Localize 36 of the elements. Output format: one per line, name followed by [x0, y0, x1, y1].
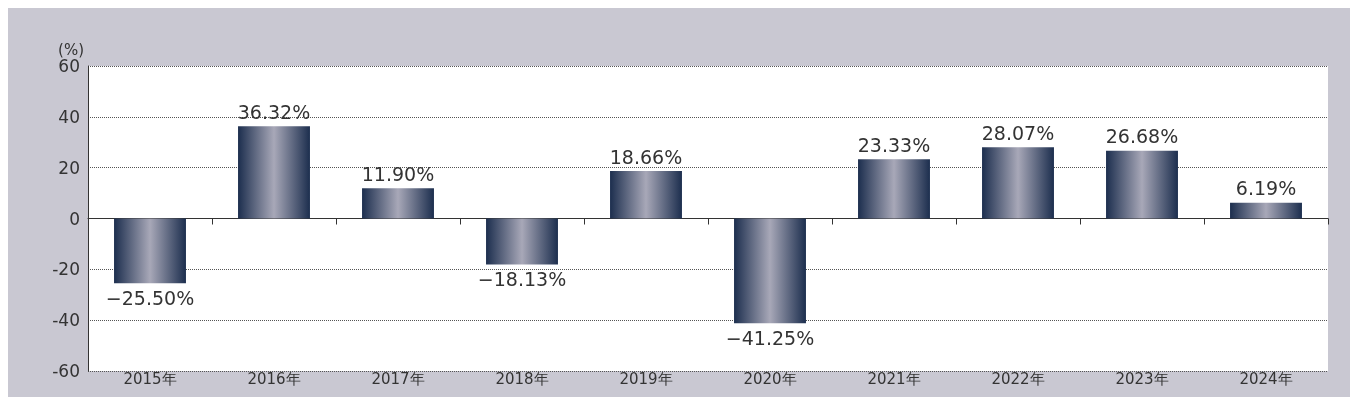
data-label: −18.13% [477, 268, 567, 291]
x-tick-label: 2023年 [1115, 369, 1169, 388]
data-label: 26.68% [1105, 125, 1179, 148]
y-tick-label: 20 [58, 157, 80, 178]
bar [362, 188, 434, 219]
x-tick-label: 2018年 [495, 369, 549, 388]
bar [1230, 202, 1302, 219]
x-tick-label: 2024年 [1239, 369, 1293, 388]
bar [610, 171, 682, 219]
data-label: 28.07% [981, 121, 1055, 144]
y-tick-label: -40 [52, 310, 80, 331]
bar [114, 218, 186, 284]
bar [486, 218, 558, 265]
x-tick-label: 2016年 [247, 369, 301, 388]
bar [1106, 150, 1178, 219]
data-label: 18.66% [609, 145, 683, 168]
x-tick-label: 2022年 [991, 369, 1045, 388]
y-tick-label: 40 [58, 106, 80, 127]
data-label: 23.33% [857, 133, 931, 156]
x-tick-label: 2015年 [123, 369, 177, 388]
data-label: 36.32% [237, 100, 311, 123]
bar [982, 147, 1054, 219]
bar [858, 159, 930, 219]
data-label: 11.90% [361, 162, 435, 185]
y-tick-label: 0 [69, 208, 80, 229]
bar [734, 218, 806, 324]
x-tick-label: 2017年 [371, 369, 425, 388]
data-label: 6.19% [1235, 177, 1297, 200]
y-tick-label: -60 [52, 361, 80, 381]
x-tick-label: 2021年 [867, 369, 921, 388]
x-tick-label: 2020年 [743, 369, 797, 388]
x-tick-label: 2019年 [619, 369, 673, 388]
bar [238, 126, 310, 219]
data-label: −41.25% [725, 326, 815, 349]
y-tick-label: -20 [52, 259, 80, 280]
data-label: −25.50% [105, 286, 195, 309]
